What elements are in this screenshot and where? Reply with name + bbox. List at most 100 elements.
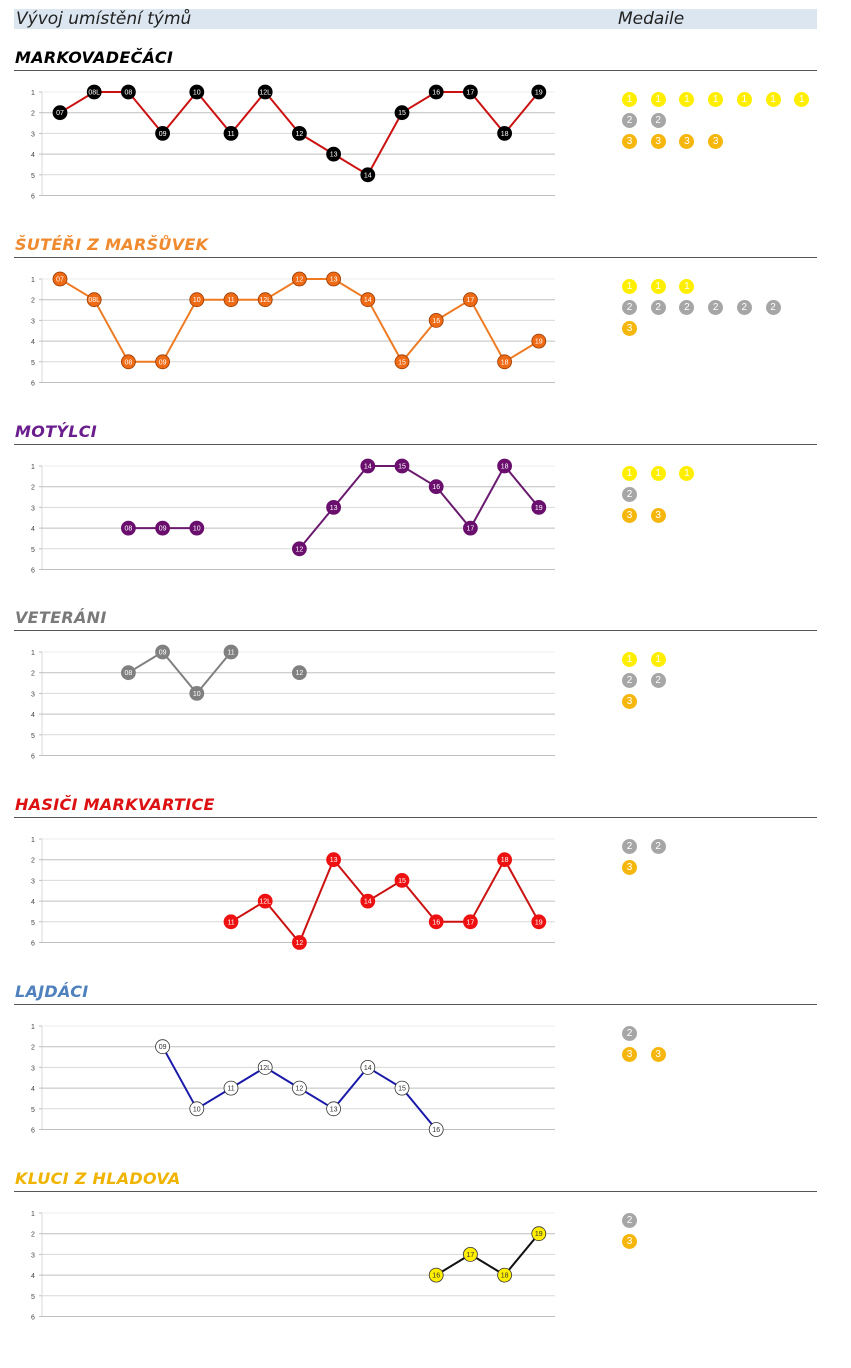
y-tick-label: 3 (31, 131, 35, 138)
point-marker (326, 852, 342, 868)
data-point: 16 (428, 84, 444, 100)
y-tick-label: 3 (31, 878, 35, 885)
point-marker (223, 644, 239, 660)
point-marker (360, 893, 376, 909)
team-title: MOTÝLCI (15, 422, 98, 441)
data-point: 10 (189, 292, 205, 308)
point-label: 09 (159, 131, 167, 138)
point-marker (120, 354, 136, 370)
series-line-segment (503, 859, 540, 923)
medals-column-title: Medaile (618, 9, 685, 29)
y-tick-label: 1 (31, 837, 35, 844)
data-point: 12 (291, 1080, 307, 1096)
gold-medal-icon: 1 (650, 92, 666, 107)
data-point: 09 (155, 354, 171, 370)
silver-medal-icon: 2 (622, 839, 637, 854)
point-marker (189, 84, 205, 100)
point-label: 08 (125, 670, 133, 677)
data-point: 19 (531, 84, 547, 100)
series-line-segment (264, 91, 301, 135)
data-point: 12 (291, 271, 307, 287)
y-tick-label: 2 (31, 1045, 35, 1052)
silver-medal-icon: 2 (622, 113, 637, 128)
point-marker (52, 271, 68, 287)
data-point: 12 (291, 665, 307, 681)
bronze-medal-icon: 3 (622, 860, 637, 875)
data-point: 08L (86, 84, 102, 100)
point-label: 19 (535, 339, 543, 346)
y-tick-label: 1 (31, 90, 35, 97)
point-label: 12L (259, 297, 271, 304)
point-label: 13 (330, 1106, 338, 1113)
y-tick-label: 6 (31, 941, 35, 948)
point-label: 16 (432, 90, 440, 97)
data-point: 11 (223, 1080, 239, 1096)
data-point: 18 (497, 852, 513, 868)
point-marker (120, 665, 136, 681)
point-marker (497, 458, 513, 474)
silver-medal-icon: 2 (736, 300, 752, 315)
y-tick-label: 5 (31, 920, 35, 927)
point-label: 09 (159, 650, 167, 657)
gold-medal-icon: 1 (622, 92, 637, 107)
point-marker (531, 1226, 547, 1242)
point-label: 08L (88, 90, 100, 97)
y-tick-label: 5 (31, 360, 35, 367)
point-label: 12 (296, 131, 304, 138)
point-label: 17 (467, 90, 475, 97)
point-marker (462, 520, 478, 536)
point-label: 13 (330, 505, 338, 512)
silver-medal-icon: 2 (622, 673, 637, 688)
silver-medal-icon: 2 (650, 673, 666, 688)
series-line-segment (93, 299, 130, 363)
point-marker (155, 644, 171, 660)
point-marker (462, 1247, 478, 1262)
point-label: 16 (432, 919, 440, 926)
data-point: 12 (291, 126, 307, 141)
point-marker (86, 292, 102, 308)
point-label: 10 (193, 297, 201, 304)
data-point: 09 (155, 126, 171, 141)
gold-medal-icon: 1 (622, 466, 637, 481)
gold-medal-icon: 1 (679, 279, 695, 294)
title-divider (14, 257, 817, 258)
point-label: 15 (398, 464, 406, 471)
point-marker (394, 105, 410, 121)
point-marker (428, 1122, 444, 1137)
y-tick-label: 4 (31, 526, 35, 533)
silver-medal-icon: 2 (622, 300, 637, 315)
point-marker (291, 1080, 307, 1096)
series-line-segment (469, 465, 506, 529)
y-tick-label: 4 (31, 339, 35, 346)
team-section: KLUCI Z HLADOVA 1 2 3 4 5 6 16 17 18 19 2 3 (0, 1169, 851, 1368)
y-tick-label: 4 (31, 1273, 35, 1280)
point-marker (326, 1101, 342, 1117)
gold-medal-icon: 1 (650, 466, 666, 481)
point-label: 16 (432, 484, 440, 491)
point-marker (223, 1080, 239, 1096)
point-label: 10 (193, 1106, 201, 1113)
series-line-segment (366, 112, 403, 176)
point-marker (155, 1039, 171, 1055)
point-marker (360, 1060, 376, 1075)
team-title: LAJDÁCI (15, 982, 89, 1001)
point-marker (86, 84, 102, 100)
point-label: 08 (125, 90, 133, 97)
data-point: 13 (326, 1101, 342, 1117)
y-tick-label: 5 (31, 547, 35, 554)
series-line-segment (298, 506, 335, 550)
series-line-segment (298, 859, 335, 943)
series-line-segment (196, 91, 232, 135)
y-tick-label: 5 (31, 733, 35, 740)
data-point: 08 (120, 665, 136, 681)
point-label: 14 (364, 899, 372, 906)
point-label: 14 (364, 172, 372, 179)
point-label: 18 (501, 857, 509, 864)
point-label: 18 (501, 359, 509, 366)
point-label: 18 (501, 131, 509, 138)
bronze-medal-icon: 3 (650, 1047, 666, 1062)
y-tick-label: 5 (31, 1294, 35, 1301)
series-line-segment (332, 859, 369, 902)
point-marker (394, 354, 410, 370)
